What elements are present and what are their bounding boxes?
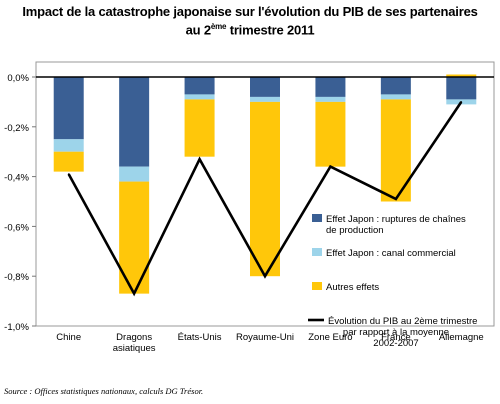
bar-segment (380, 99, 411, 202)
y-tick-label: -0,2% (4, 123, 29, 134)
gdp-line-point (133, 292, 135, 295)
legend-line-label: 2002-2007 (373, 338, 418, 349)
bar-segment (119, 77, 150, 167)
chart-title: Impact de la catastrophe japonaise sur l… (0, 4, 500, 37)
bar-segment (184, 77, 215, 95)
title-line-1: Impact de la catastrophe japonaise sur l… (22, 4, 478, 19)
legend-label: Effet Japon : canal commercial (326, 248, 456, 259)
bar-segment (250, 77, 280, 97)
bar-segment (380, 77, 411, 95)
legend-line-label: Évolution du PIB au 2ème trimestre (328, 316, 477, 327)
bar-segment (315, 96, 346, 102)
legend-swatch (312, 214, 322, 222)
source-note: Source : Offices statistiques nationaux,… (4, 386, 204, 396)
bar-segment (53, 139, 84, 152)
x-category-label: États-Unis (178, 332, 222, 343)
title-line-2: au 2ème trimestre 2011 (185, 22, 315, 38)
legend-label: Effet Japon : ruptures de chaînes (326, 214, 466, 225)
bar-segment (315, 101, 346, 167)
bar-segment (446, 74, 477, 77)
x-category-label: Dragons (116, 332, 152, 343)
gdp-line-point (395, 198, 397, 200)
bar-segment (184, 94, 215, 100)
x-category-label: Chine (56, 332, 81, 343)
plot-frame (35, 61, 495, 327)
legend-line-label: par rapport à la moyenne (343, 327, 449, 338)
gdp-line-point (460, 101, 463, 103)
gdp-line-point (264, 275, 266, 278)
legend-label: de production (326, 225, 384, 236)
y-tick-label: -0,6% (4, 222, 29, 233)
y-tick-label: -1,0% (4, 322, 29, 333)
gdp-line-point (67, 173, 70, 175)
bar-segment (315, 77, 346, 97)
bar-segment (446, 77, 477, 100)
bar-segment (53, 151, 84, 172)
legend-swatch (312, 282, 322, 290)
y-tick-label: -0,4% (4, 173, 29, 184)
x-category-label: Zone Euro (308, 332, 352, 343)
x-category-label: asiatiques (113, 343, 156, 354)
y-tick-label: -0,8% (4, 272, 29, 283)
legend-label: Autres effets (326, 282, 379, 293)
x-category-label: Allemagne (439, 332, 484, 343)
bar-segment (53, 77, 84, 140)
bar-segment (250, 96, 280, 102)
gdp-line-point (329, 165, 332, 168)
x-category-label: Royaume-Uni (236, 332, 294, 343)
legend-swatch (312, 248, 322, 256)
bar-segment (250, 101, 280, 277)
y-tick-label: 0,0% (7, 73, 29, 84)
bar-segment (380, 94, 411, 100)
gdp-line-point (198, 158, 201, 160)
x-category-label: France (381, 332, 411, 343)
bar-segment (119, 166, 150, 182)
bar-segment (184, 99, 215, 157)
